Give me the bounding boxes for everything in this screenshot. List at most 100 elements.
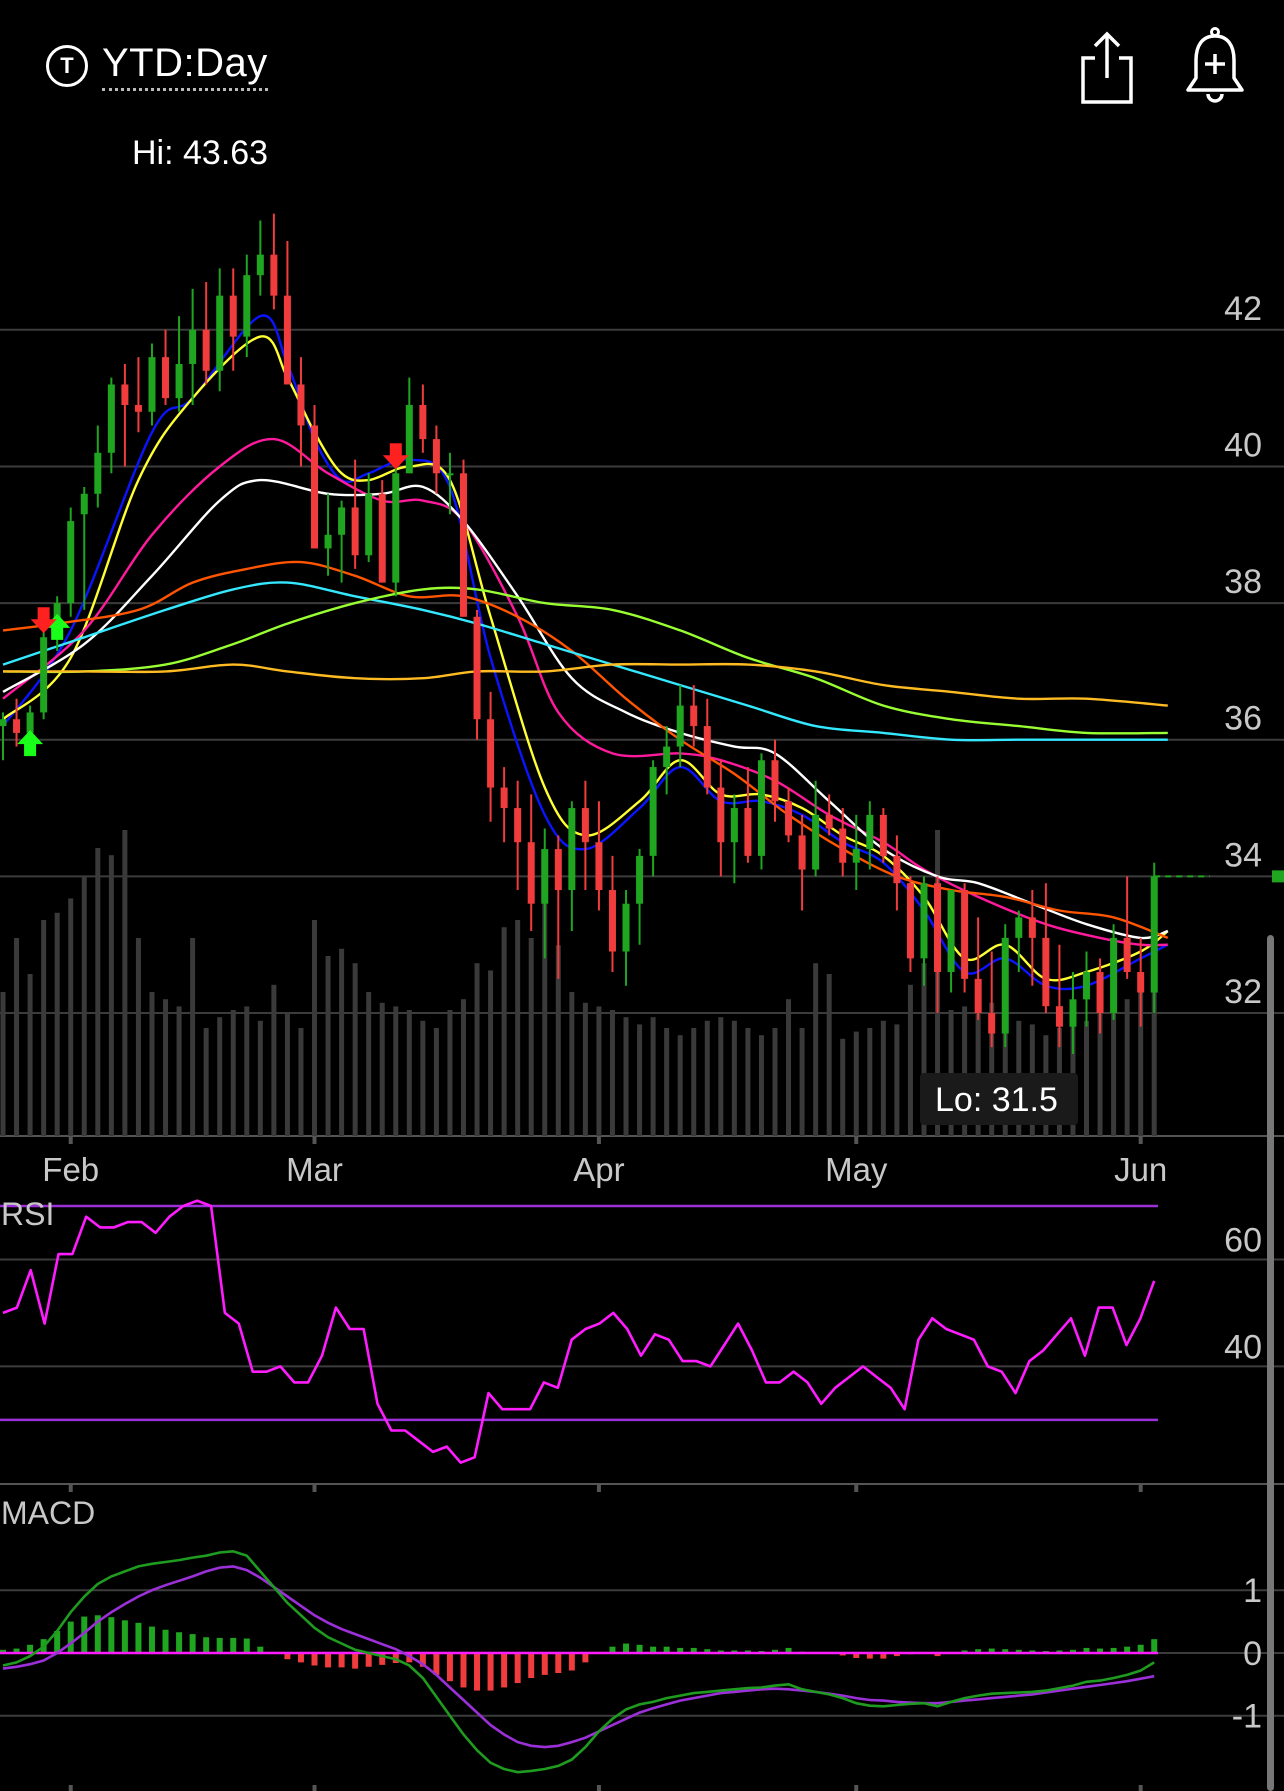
candle-body — [1015, 917, 1023, 938]
candle-body — [581, 808, 589, 843]
moving-average-line — [2, 560, 1169, 940]
rsi-title: RSI — [1, 1196, 54, 1232]
price-tick-label: 36 — [1224, 700, 1262, 738]
volume-bar — [217, 1017, 223, 1136]
date-tick-label: Jun — [1114, 1151, 1167, 1188]
macd-histogram-bar — [352, 1652, 359, 1669]
candle-body — [283, 295, 291, 385]
volume-bar — [54, 912, 60, 1136]
macd-histogram-bar — [1069, 1649, 1076, 1653]
macd-tick-label: -1 — [1232, 1698, 1262, 1736]
volume-bar — [352, 963, 358, 1136]
rsi-line — [2, 1199, 1156, 1464]
add-alert-button[interactable] — [1180, 26, 1250, 106]
candle-body — [798, 835, 806, 870]
rsi-panel: 40 60 — [0, 1199, 1284, 1492]
volume-bar — [1084, 1020, 1090, 1136]
candle-body — [446, 473, 454, 476]
candle-body — [879, 814, 887, 856]
macd-histogram-bar — [1002, 1649, 1009, 1653]
lo-label: Lo: 31.5 — [920, 1073, 1078, 1125]
candle-body — [514, 808, 522, 843]
macd-histogram-bar — [541, 1652, 548, 1675]
macd-histogram-bar — [1056, 1650, 1063, 1653]
candle-body — [744, 808, 752, 856]
macd-histogram-bar — [311, 1652, 318, 1666]
macd-histogram-bar — [460, 1652, 467, 1688]
period-selector-button[interactable]: T YTD:Day — [46, 38, 268, 94]
macd-histogram-bar — [0, 1649, 6, 1653]
candle-body — [324, 534, 332, 549]
macd-histogram-bar — [474, 1652, 481, 1691]
volume-bar — [1138, 992, 1144, 1136]
vertical-scrollbar[interactable] — [1267, 935, 1274, 1791]
macd-histogram-bar — [230, 1637, 237, 1653]
volume-bar — [894, 1024, 900, 1136]
macd-histogram-bar — [731, 1650, 738, 1653]
macd-histogram-bar — [636, 1644, 643, 1653]
candle-body — [1001, 937, 1009, 1034]
candle-body — [1137, 972, 1145, 993]
macd-histogram-bar — [54, 1630, 61, 1653]
macd-histogram-bar — [446, 1652, 453, 1682]
macd-histogram-bar — [568, 1652, 575, 1671]
volume-bar — [230, 1010, 236, 1136]
candle-body — [202, 329, 210, 371]
candle-body — [378, 493, 386, 583]
candle-body — [608, 890, 616, 952]
candle-body — [1110, 937, 1118, 1014]
candle-body — [622, 903, 630, 952]
volume-bar — [664, 1028, 670, 1136]
volume-bar — [27, 974, 33, 1136]
macd-histogram-bar — [744, 1650, 751, 1653]
volume-bar — [244, 1006, 250, 1136]
volume-bar — [596, 1006, 602, 1136]
macd-histogram-bar — [934, 1652, 941, 1657]
candle-body — [852, 849, 860, 863]
volume-bar — [582, 1002, 588, 1136]
macd-histogram-bar — [514, 1652, 521, 1684]
macd-tick-label: 0 — [1243, 1635, 1262, 1673]
volume-bar — [501, 927, 507, 1136]
buy-signal-arrow — [44, 613, 71, 640]
candle-body — [162, 357, 170, 399]
volume-bar — [880, 1020, 886, 1136]
macd-histogram-bar — [866, 1652, 873, 1659]
macd-histogram-bar — [176, 1632, 183, 1653]
candle-body — [392, 473, 400, 583]
period-label: YTD:Day — [102, 41, 268, 91]
volume-bar — [515, 920, 521, 1136]
candle-body — [365, 493, 373, 556]
candle-body — [432, 439, 440, 474]
volume-bar — [731, 1020, 737, 1136]
price-tick-label: 40 — [1224, 426, 1262, 464]
macd-histogram-bar — [528, 1652, 535, 1679]
macd-histogram-bar — [893, 1652, 900, 1657]
volume-bar — [609, 1010, 615, 1136]
candle-body — [676, 705, 684, 747]
moving-average-line — [2, 586, 1168, 735]
candle-body — [906, 883, 914, 959]
macd-histogram-bar — [216, 1637, 223, 1653]
candle-body — [866, 814, 874, 850]
volume-bar — [704, 1020, 710, 1136]
volume-bar — [284, 1013, 290, 1136]
volume-bar — [1097, 1013, 1103, 1136]
candle-body — [175, 363, 183, 399]
candle-body — [1123, 937, 1131, 973]
share-button[interactable] — [1075, 26, 1139, 106]
volume-bar — [962, 1006, 968, 1136]
macd-histogram-bar — [13, 1648, 20, 1653]
add-alert-bell-icon — [1186, 27, 1244, 103]
macd-histogram-bar — [961, 1650, 968, 1653]
candle-body — [40, 637, 48, 713]
macd-panel: 1 0 -1 — [0, 1549, 1284, 1791]
macd-histogram-bar — [772, 1649, 778, 1653]
volume-bar — [393, 1006, 399, 1136]
candle-body — [134, 404, 142, 412]
lo-label-background — [920, 1073, 1078, 1125]
macd-histogram-bar — [1083, 1647, 1090, 1653]
top-bar: T YTD:Day — [0, 0, 1284, 130]
volume-bar — [433, 1028, 439, 1136]
